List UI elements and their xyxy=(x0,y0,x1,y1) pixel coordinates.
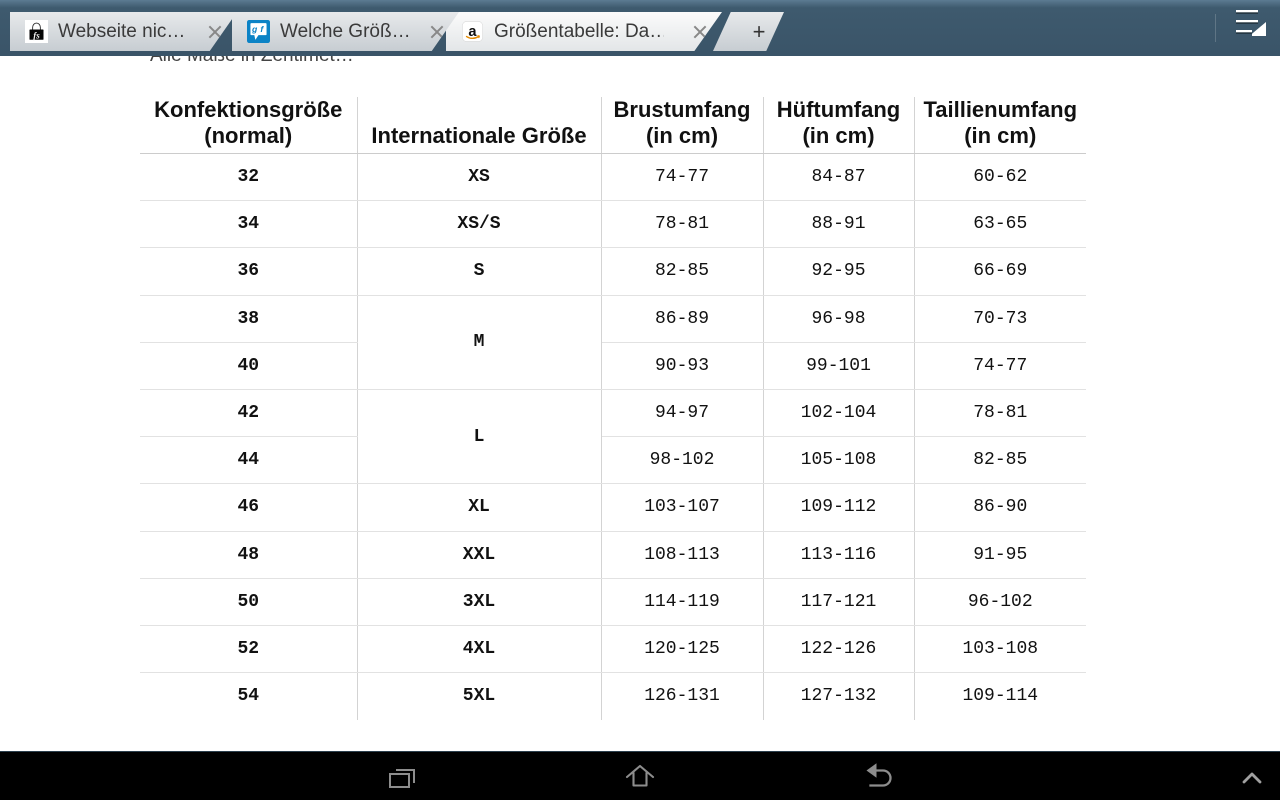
svg-text:g: g xyxy=(251,24,258,34)
svg-text:fs: fs xyxy=(33,30,40,40)
